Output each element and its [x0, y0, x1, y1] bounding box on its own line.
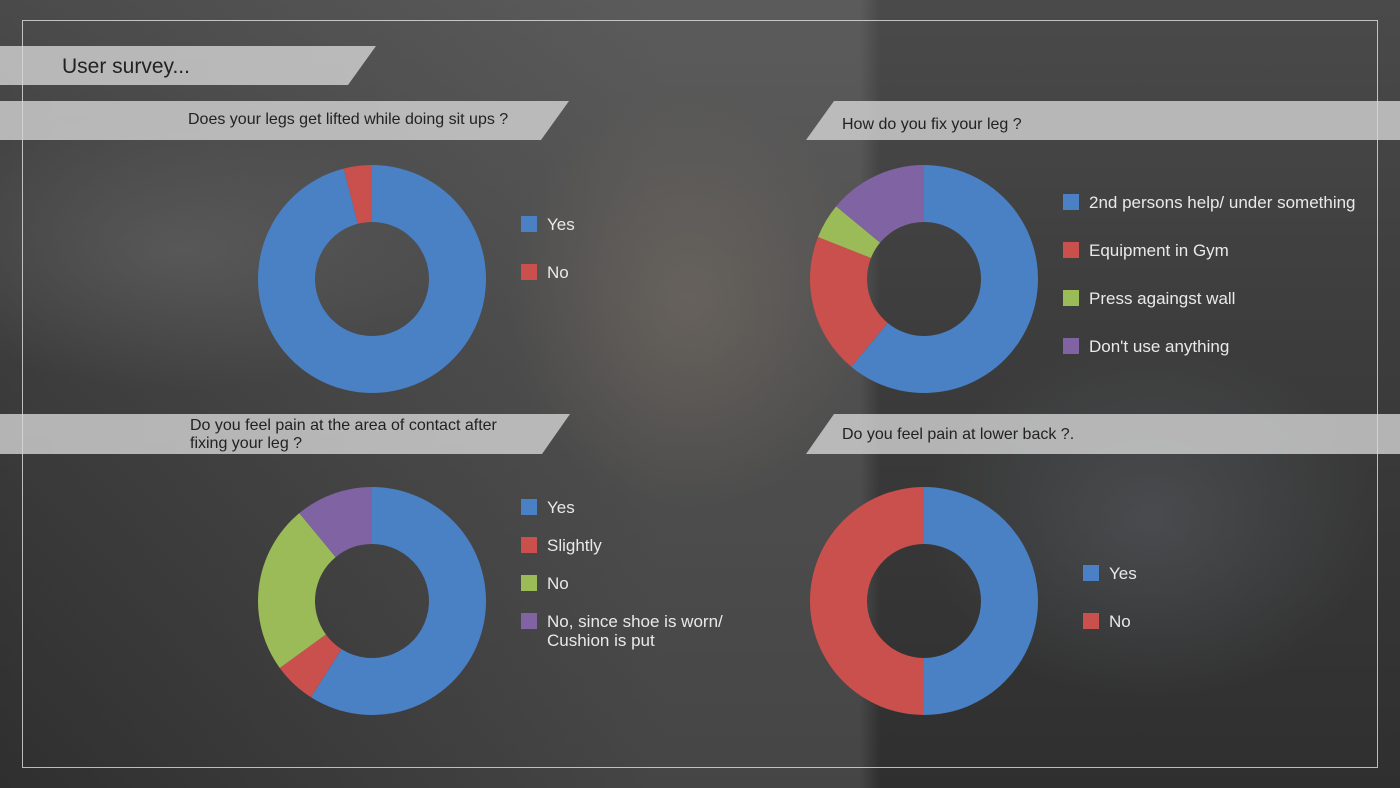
- slide-frame: [22, 20, 1378, 768]
- chart-fix-leg: 2nd persons help/ under something Equipme…: [810, 165, 1356, 393]
- legend-label-2nd-persons-help-under-something: 2nd persons help/ under something: [1089, 193, 1356, 212]
- chart-legs-lifted: Yes No: [257, 165, 575, 393]
- slice-yes: [924, 487, 1039, 715]
- page-title-banner: User survey...: [0, 46, 376, 85]
- slice-equipment-in-gym: [810, 237, 888, 367]
- slice-2nd-persons-help-under-something: [851, 165, 1038, 393]
- legend-label-no-since-shoe-is-worn-cushion-is-put: No, since shoe is worn/Cushion is put: [547, 612, 723, 650]
- legend-label-yes: Yes: [547, 215, 575, 234]
- legend-label-no: No: [547, 574, 569, 593]
- slice-press-againgst-wall: [818, 206, 881, 259]
- slice-no: [809, 487, 924, 715]
- slice-no-since-shoe-is-worn-cushion-is-put: [299, 487, 372, 558]
- slice-yes: [310, 487, 486, 715]
- legend-label-equipment-in-gym: Equipment in Gym: [1089, 241, 1229, 260]
- page-title: User survey...: [62, 55, 190, 78]
- slice-yes: [257, 165, 486, 393]
- legend-label-no: No: [547, 263, 569, 282]
- legend-label-don-t-use-anything: Don't use anything: [1089, 337, 1229, 356]
- question-1-title: Does your legs get lifted while doing si…: [188, 111, 509, 128]
- question-4-title: Do you feel pain at lower back ?.: [842, 426, 1075, 443]
- slice-no: [258, 513, 336, 669]
- legend-swatch-2nd-persons-help-under-something: [1063, 194, 1079, 210]
- legend-label-yes: Yes: [1109, 564, 1137, 583]
- question-1-banner: Does your legs get lifted while doing si…: [0, 101, 569, 140]
- legend-swatch-don-t-use-anything: [1063, 338, 1079, 354]
- legend-swatch-no: [1083, 613, 1099, 629]
- question-3-title-line-1: Do you feel pain at the area of contact …: [190, 417, 497, 434]
- legend-swatch-yes: [521, 216, 537, 232]
- question-3-banner: Do you feel pain at the area of contact …: [0, 414, 570, 454]
- legend-swatch-yes: [521, 499, 537, 515]
- question-2-title: How do you fix your leg ?: [842, 116, 1022, 133]
- legend-swatch-no: [521, 264, 537, 280]
- legend-label-slightly: Slightly: [547, 536, 602, 555]
- legend-swatch-no: [521, 575, 537, 591]
- legend-swatch-slightly: [521, 537, 537, 553]
- legend-label-no: No: [1109, 612, 1131, 631]
- legend-swatch-yes: [1083, 565, 1099, 581]
- legend-swatch-no-since-shoe-is-worn-cushion-is-put: [521, 613, 537, 629]
- legend-label-press-againgst-wall: Press againgst wall: [1089, 289, 1235, 308]
- legend-label-yes: Yes: [547, 498, 575, 517]
- chart-pain-contact: Yes Slightly No No, since shoe is worn/Cush…: [258, 487, 723, 715]
- legend-swatch-equipment-in-gym: [1063, 242, 1079, 258]
- slice-don-t-use-anything: [836, 165, 924, 243]
- chart-lower-back: Yes No: [809, 487, 1137, 715]
- question-3-title-line-2: fixing your leg ?: [190, 435, 303, 452]
- slice-slightly: [279, 634, 342, 698]
- legend-swatch-press-againgst-wall: [1063, 290, 1079, 306]
- question-2-banner: How do you fix your leg ?: [806, 101, 1400, 140]
- question-4-banner: Do you feel pain at lower back ?.: [806, 414, 1400, 454]
- slice-no: [343, 165, 372, 224]
